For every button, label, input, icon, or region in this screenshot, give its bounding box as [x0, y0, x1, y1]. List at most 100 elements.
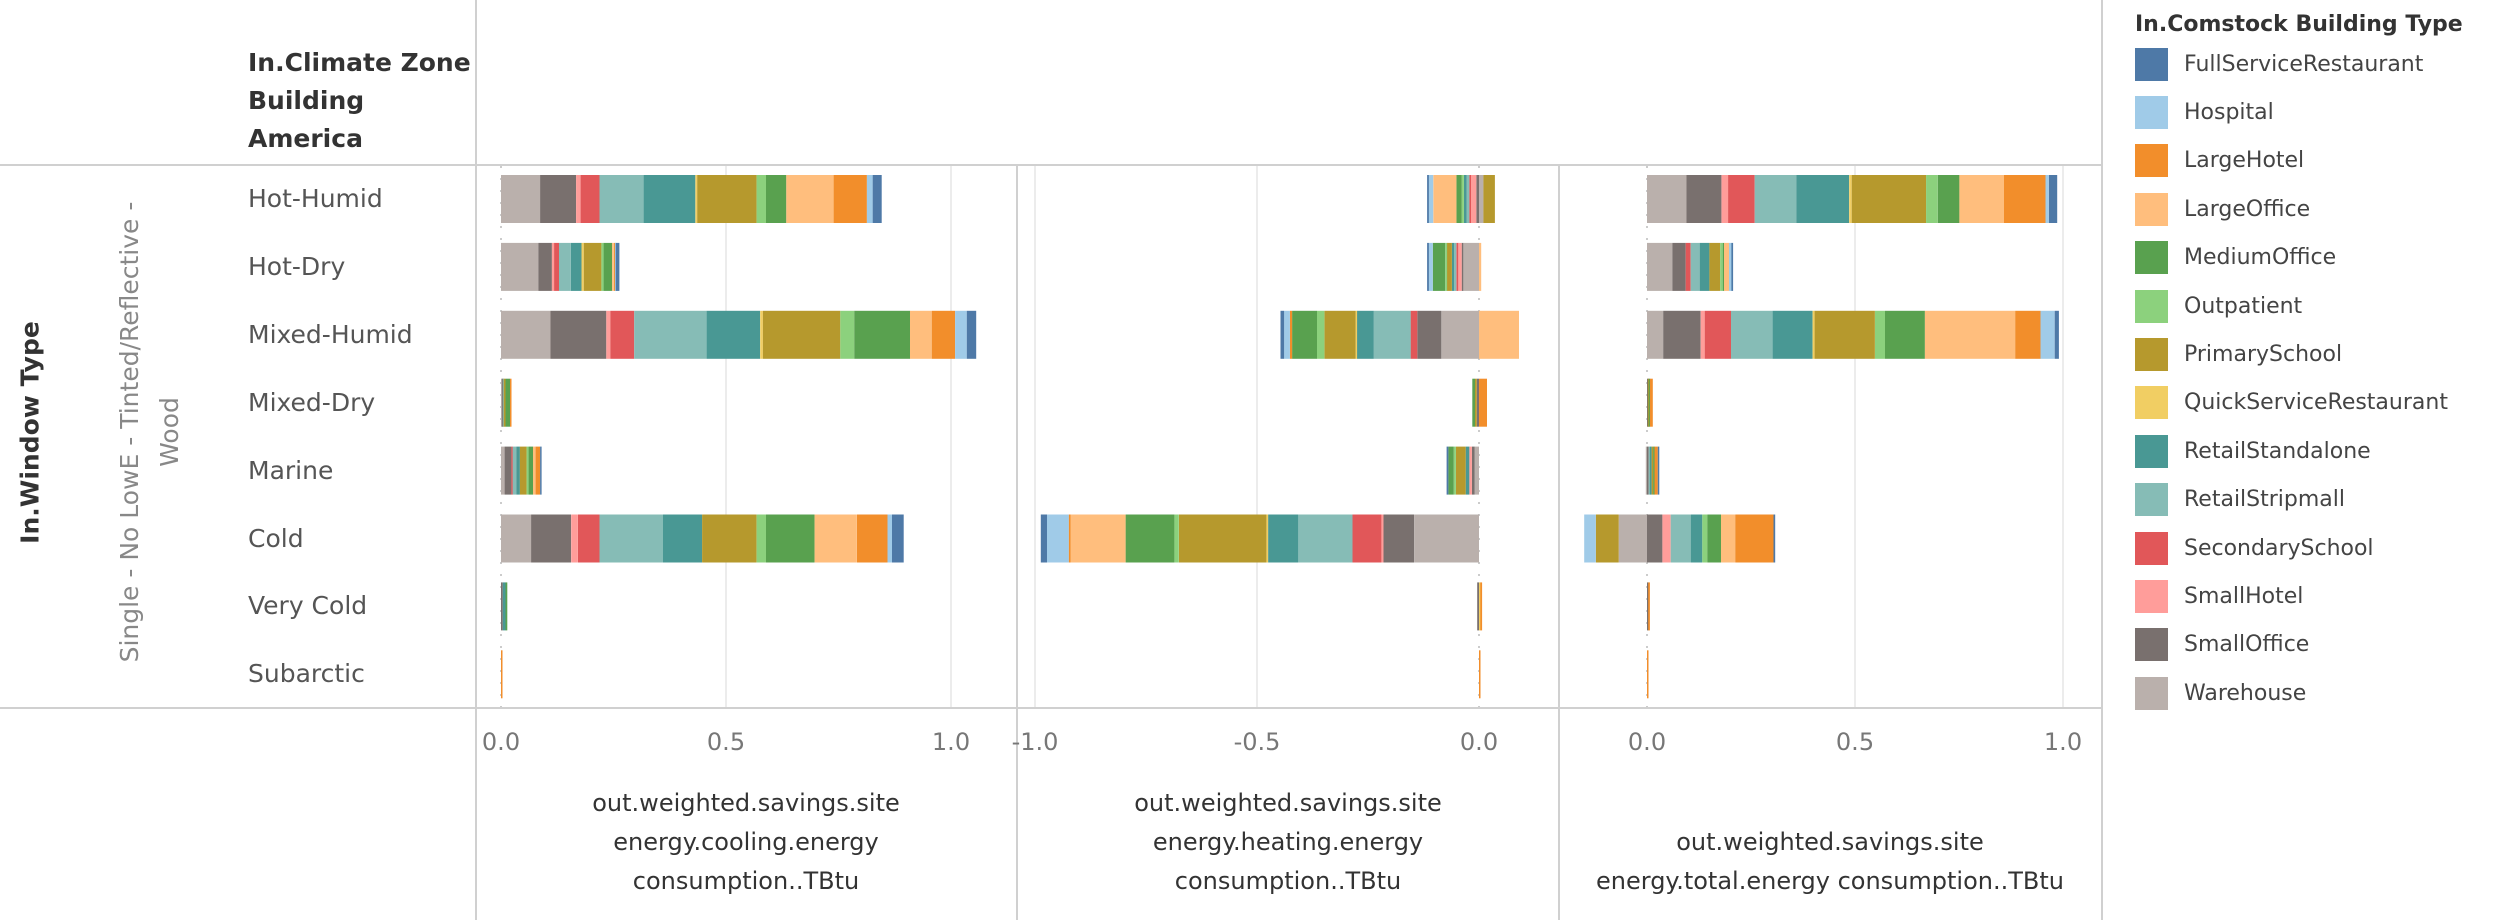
bar-segment-warehouse[interactable]	[1645, 446, 1648, 495]
legend-item[interactable]: SmallOffice	[2135, 625, 2309, 665]
bar-segment-largeoffice[interactable]	[1724, 242, 1729, 291]
bar-segment-secondaryschool[interactable]	[511, 446, 513, 495]
bar-segment-smalloffice[interactable]	[1663, 310, 1701, 359]
bar-segment-outpatient[interactable]	[1174, 514, 1179, 563]
bar-segment-largeoffice[interactable]	[1479, 310, 1519, 359]
bar-segment-retailstandalone[interactable]	[570, 242, 582, 291]
bar-segment-largehotel[interactable]	[1479, 378, 1487, 427]
bar-segment-largeoffice[interactable]	[1721, 514, 1736, 563]
bar-segment-smalloffice[interactable]	[1461, 242, 1464, 291]
legend-item[interactable]: Warehouse	[2135, 673, 2306, 713]
bar-segment-primaryschool[interactable]	[702, 514, 757, 563]
bar-segment-retailstandalone[interactable]	[663, 514, 703, 563]
bar-segment-mediumoffice[interactable]	[1653, 446, 1655, 495]
bar-segment-retailstripmall[interactable]	[599, 514, 664, 563]
bar-segment-primaryschool[interactable]	[762, 310, 841, 359]
bar-segment-fullservicerestaurant[interactable]	[1731, 242, 1734, 291]
bar-segment-outpatient[interactable]	[1445, 242, 1448, 291]
bar-segment-outpatient[interactable]	[1720, 242, 1723, 291]
bar-segment-retailstandalone[interactable]	[1796, 175, 1850, 223]
bar-segment-warehouse[interactable]	[1618, 514, 1647, 563]
bar-segment-fullservicerestaurant[interactable]	[872, 175, 882, 223]
bar-segment-smalloffice[interactable]	[1417, 310, 1442, 359]
bar-segment-retailstandalone[interactable]	[1268, 514, 1299, 563]
bar-segment-largeoffice[interactable]	[1433, 175, 1457, 223]
bar-segment-smalloffice[interactable]	[504, 446, 512, 495]
bar-segment-secondaryschool[interactable]	[610, 310, 635, 359]
bar-segment-secondaryschool[interactable]	[1728, 175, 1755, 223]
bar-segment-warehouse[interactable]	[501, 514, 532, 563]
bar-segment-primaryschool[interactable]	[1178, 514, 1267, 563]
bar-segment-fullservicerestaurant[interactable]	[2048, 175, 2058, 223]
bar-segment-primaryschool[interactable]	[697, 175, 757, 223]
bar-segment-outpatient[interactable]	[840, 310, 855, 359]
bar-segment-smalloffice[interactable]	[531, 514, 572, 563]
bar-segment-secondaryschool[interactable]	[1410, 310, 1418, 359]
bar-segment-warehouse[interactable]	[1474, 446, 1479, 495]
bar-segment-smallhotel[interactable]	[576, 175, 581, 223]
bar-segment-smalloffice[interactable]	[1647, 514, 1663, 563]
bar-segment-mediumoffice[interactable]	[1885, 310, 1925, 359]
legend-item[interactable]: FullServiceRestaurant	[2135, 44, 2423, 84]
bar-segment-mediumoffice[interactable]	[1722, 242, 1725, 291]
bar-segment-fullservicerestaurant[interactable]	[1446, 446, 1449, 495]
bar-segment-hospital[interactable]	[866, 175, 873, 223]
bar-segment-fullservicerestaurant[interactable]	[1280, 310, 1285, 359]
legend-item[interactable]: SecondarySchool	[2135, 528, 2374, 568]
bar-segment-fullservicerestaurant[interactable]	[2054, 310, 2059, 359]
bar-segment-primaryschool[interactable]	[1814, 310, 1875, 359]
bar-segment-mediumoffice[interactable]	[1648, 378, 1651, 427]
bar-segment-hospital[interactable]	[1428, 242, 1433, 291]
bar-segment-warehouse[interactable]	[1463, 242, 1479, 291]
bar-segment-retailstandalone[interactable]	[1451, 242, 1455, 291]
bar-segment-outpatient[interactable]	[526, 446, 529, 495]
bar-segment-hospital[interactable]	[1047, 514, 1069, 563]
legend-item[interactable]: RetailStripmall	[2135, 480, 2345, 520]
bar-segment-outpatient[interactable]	[756, 514, 767, 563]
bar-segment-primaryschool[interactable]	[1447, 242, 1452, 291]
bar-segment-quickservicerestaurant[interactable]	[1812, 310, 1815, 359]
bar-segment-fullservicerestaurant[interactable]	[1427, 242, 1429, 291]
bar-segment-retailstripmall[interactable]	[634, 310, 707, 359]
bar-segment-quickservicerestaurant[interactable]	[695, 175, 698, 223]
bar-segment-quickservicerestaurant[interactable]	[1355, 310, 1358, 359]
bar-segment-smalloffice[interactable]	[1686, 175, 1722, 223]
bar-segment-smalloffice[interactable]	[1647, 582, 1649, 631]
bar-segment-hospital[interactable]	[1584, 514, 1596, 563]
bar-segment-smalloffice[interactable]	[550, 310, 607, 359]
bar-segment-largehotel[interactable]	[931, 310, 956, 359]
bar-segment-retailstripmall[interactable]	[1454, 242, 1457, 291]
bar-segment-mediumoffice[interactable]	[1707, 514, 1721, 563]
bar-segment-largehotel[interactable]	[1647, 650, 1649, 699]
bar-segment-largehotel[interactable]	[1654, 446, 1658, 495]
bar-segment-smalloffice[interactable]	[1476, 378, 1479, 427]
bar-segment-smalloffice[interactable]	[540, 175, 577, 223]
bar-segment-smallhotel[interactable]	[1381, 514, 1384, 563]
bar-segment-mediumoffice[interactable]	[1472, 378, 1475, 427]
bar-segment-retailstripmall[interactable]	[502, 378, 505, 427]
bar-segment-warehouse[interactable]	[501, 242, 539, 291]
bar-segment-hospital[interactable]	[614, 242, 617, 291]
bar-segment-smallhotel[interactable]	[571, 514, 578, 563]
bar-segment-smalloffice[interactable]	[1672, 242, 1686, 291]
bar-segment-mediumoffice[interactable]	[1456, 175, 1462, 223]
bar-segment-warehouse[interactable]	[1647, 310, 1664, 359]
bar-segment-outpatient[interactable]	[1926, 175, 1938, 223]
bar-segment-fullservicerestaurant[interactable]	[966, 310, 977, 359]
bar-segment-largeoffice[interactable]	[910, 310, 932, 359]
legend-item[interactable]: Outpatient	[2135, 286, 2302, 326]
bar-segment-largehotel[interactable]	[2003, 175, 2046, 223]
bar-segment-hospital[interactable]	[1428, 175, 1434, 223]
bar-segment-retailstandalone[interactable]	[643, 175, 696, 223]
legend-item[interactable]: QuickServiceRestaurant	[2135, 383, 2448, 423]
bar-segment-largeoffice[interactable]	[533, 446, 536, 495]
bar-segment-smalloffice[interactable]	[1471, 446, 1475, 495]
bar-segment-smallhotel[interactable]	[1469, 446, 1472, 495]
bar-segment-hospital[interactable]	[1729, 242, 1732, 291]
bar-segment-retailstandalone[interactable]	[502, 582, 506, 631]
bar-segment-largehotel[interactable]	[1289, 310, 1293, 359]
bar-segment-hospital[interactable]	[2045, 175, 2049, 223]
bar-segment-largeoffice[interactable]	[786, 175, 834, 223]
bar-segment-largeoffice[interactable]	[1959, 175, 2004, 223]
bar-segment-retailstripmall[interactable]	[1466, 175, 1470, 223]
